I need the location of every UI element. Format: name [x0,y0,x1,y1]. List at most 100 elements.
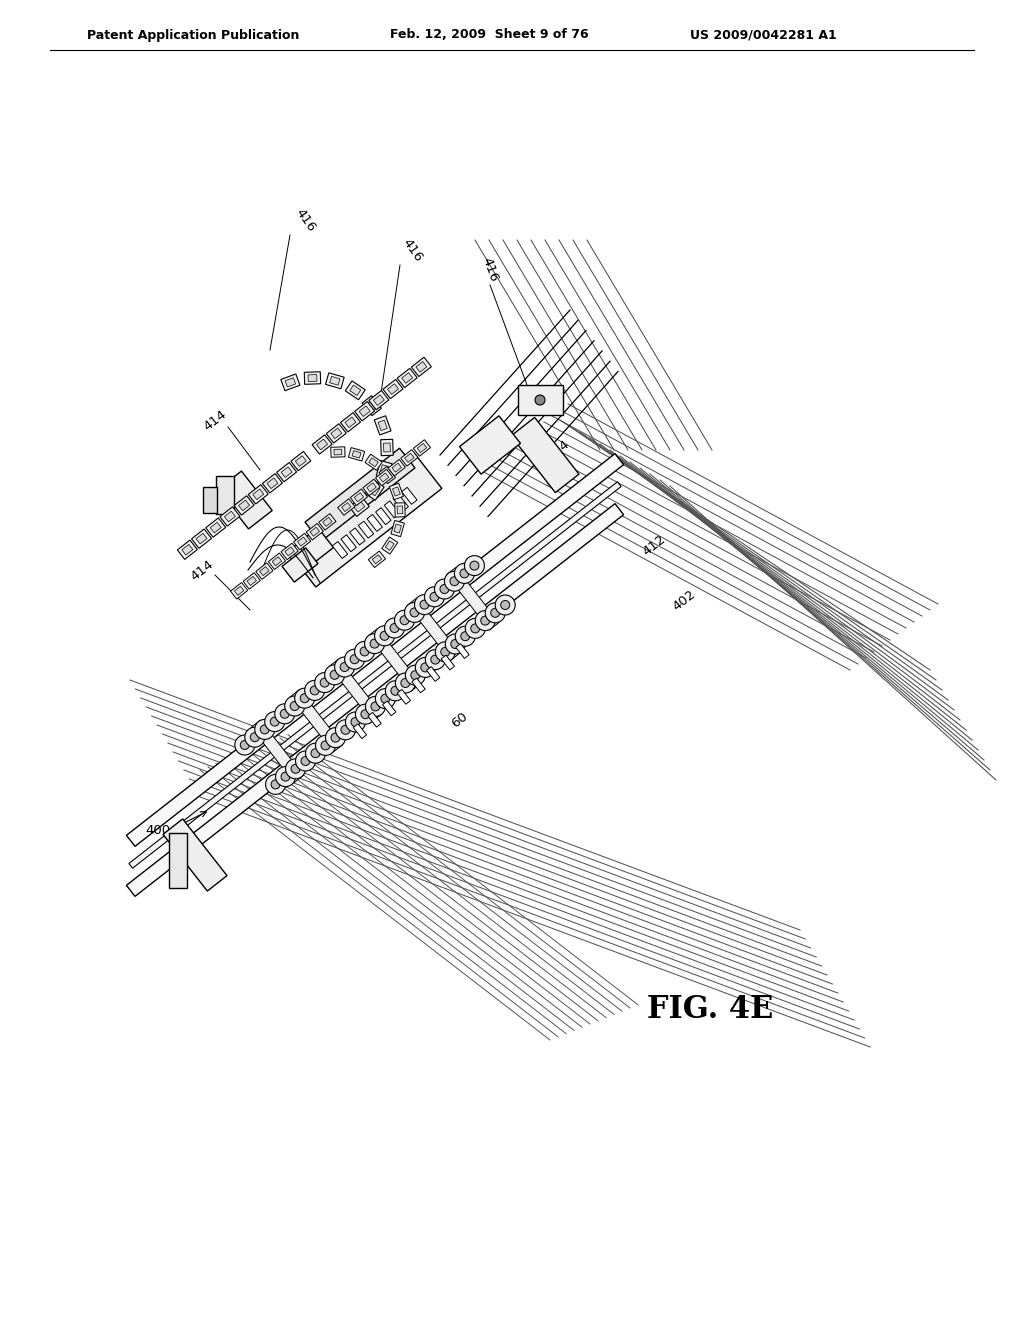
Bar [129,482,622,869]
Circle shape [295,688,314,709]
Bar [285,546,294,556]
Bar [385,541,394,550]
Bar [338,499,355,515]
Circle shape [420,601,429,609]
Circle shape [335,657,354,677]
Bar [412,358,431,376]
Bar [350,385,360,396]
Circle shape [404,602,425,623]
Bar [376,470,393,486]
Bar [268,553,286,569]
Bar [276,462,297,482]
Bar [517,385,562,414]
Bar [354,492,364,502]
Bar [416,362,427,372]
Circle shape [380,631,389,640]
Circle shape [234,735,255,755]
Circle shape [371,702,380,711]
Circle shape [354,642,375,661]
Bar [375,416,391,436]
Bar [384,500,399,517]
Bar [291,451,311,471]
Bar [220,507,240,527]
Bar [342,503,351,512]
Bar [203,487,217,513]
Circle shape [351,718,360,726]
Bar [367,515,382,532]
Bar [297,537,307,546]
Bar [331,428,342,438]
Text: 416: 416 [479,256,501,284]
Bar [348,447,365,461]
Bar [392,463,401,473]
Bar [282,548,318,582]
Circle shape [275,767,296,787]
Text: Patent Application Publication: Patent Application Publication [87,29,299,41]
Circle shape [274,704,295,723]
Bar [365,454,382,470]
Bar [397,506,402,513]
Bar [260,566,269,576]
Circle shape [314,673,335,693]
Circle shape [250,733,259,742]
Circle shape [270,717,280,726]
Bar [191,529,212,548]
Circle shape [281,772,290,781]
Bar [414,440,430,457]
Bar [369,458,378,467]
Bar [372,554,382,564]
Bar [380,473,389,482]
Bar [126,504,624,896]
Bar [234,496,254,515]
Bar [308,375,317,381]
Bar [383,701,396,715]
Bar [210,523,221,533]
Circle shape [296,751,315,771]
Bar [381,440,393,455]
Bar [388,459,406,477]
Bar [126,454,624,846]
Circle shape [425,587,444,607]
Bar [408,598,460,660]
Bar [310,527,319,536]
Bar [376,508,391,524]
Circle shape [501,601,510,610]
Circle shape [326,727,345,747]
Bar [369,628,421,690]
Bar [378,420,387,430]
Bar [306,524,324,540]
Bar [384,444,390,451]
Bar [295,455,306,466]
Bar [367,483,376,492]
Bar [262,474,283,492]
Bar [294,533,310,550]
Circle shape [406,665,425,685]
Bar [382,537,397,554]
Bar [312,434,332,454]
Circle shape [535,395,545,405]
Bar [218,471,272,529]
Circle shape [475,611,496,631]
Bar [272,557,282,566]
Bar [234,586,244,595]
Text: 400: 400 [144,824,170,837]
Circle shape [430,593,439,602]
Bar [404,453,414,462]
Text: 414: 414 [544,437,572,463]
Bar [427,667,440,681]
Circle shape [391,686,400,696]
Bar [330,376,340,385]
Bar [376,461,392,479]
Circle shape [300,694,309,702]
Bar [256,562,273,579]
Circle shape [305,680,325,701]
Bar [282,467,292,478]
Bar [177,540,198,560]
Circle shape [421,663,430,672]
Circle shape [265,775,286,795]
Bar [392,487,400,496]
Circle shape [301,756,310,766]
Text: 402: 402 [670,587,698,612]
Circle shape [245,727,265,747]
Bar [352,450,361,458]
